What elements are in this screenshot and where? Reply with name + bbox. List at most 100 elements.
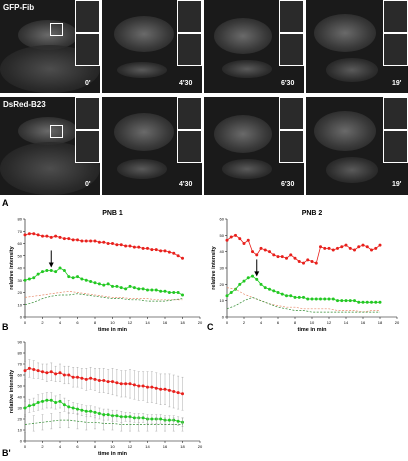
y-tick-label: 50	[220, 233, 225, 238]
data-point-green	[106, 413, 110, 417]
y-tick-label: 60	[220, 217, 225, 222]
x-tick-label: 12	[327, 320, 332, 325]
data-point-red	[97, 240, 101, 244]
data-point-red	[229, 235, 233, 239]
data-point-green	[353, 299, 356, 303]
x-tick-label: 2	[41, 444, 44, 449]
data-point-red	[289, 253, 293, 257]
data-point-green	[49, 268, 53, 272]
data-point-red	[45, 234, 49, 238]
channel-label-dsred: DsRed-B23	[3, 100, 46, 109]
inset-bottom	[177, 33, 202, 66]
x-tick-label: 10	[310, 320, 315, 325]
data-point-red	[128, 244, 132, 248]
x-tick-label: 14	[145, 444, 150, 449]
data-point-green	[119, 286, 123, 290]
x-tick-label: 20	[198, 444, 203, 449]
y-tick-label: 40	[220, 249, 225, 254]
data-point-green	[357, 300, 361, 304]
series-line-red	[24, 233, 183, 259]
data-point-green	[159, 289, 163, 293]
data-point-green	[268, 287, 271, 291]
inset-top	[279, 0, 304, 33]
data-point-red	[150, 385, 154, 389]
data-point-green	[323, 297, 327, 301]
x-axis-label: time in min	[98, 327, 128, 333]
data-point-green	[374, 300, 378, 304]
inset-top	[383, 97, 408, 130]
data-point-green	[181, 293, 184, 297]
series-line-green_dark	[226, 297, 380, 313]
data-point-green	[102, 283, 106, 287]
tile-gfp-1: 4'30	[102, 0, 202, 93]
series-line-red_light	[226, 287, 380, 313]
data-point-green	[93, 410, 97, 414]
data-point-red	[234, 233, 237, 237]
data-point-red	[280, 255, 284, 259]
time-label: 0'	[85, 80, 91, 87]
x-tick-label: 12	[128, 320, 133, 325]
panel-label-bprime: B'	[2, 448, 11, 458]
y-tick-label: 50	[18, 253, 23, 258]
data-point-green	[289, 294, 293, 298]
data-point-green	[255, 277, 259, 281]
data-point-green	[45, 398, 49, 402]
data-point-red	[159, 249, 163, 253]
time-label: 19'	[392, 181, 402, 188]
data-point-red	[370, 248, 373, 252]
data-point-green	[124, 287, 128, 291]
inset-bottom	[75, 33, 100, 66]
data-point-green	[84, 409, 88, 413]
x-tick-label: 6	[76, 444, 79, 449]
x-tick-label: 6	[76, 320, 79, 325]
data-point-green	[285, 294, 288, 298]
x-tick-label: 4	[59, 320, 62, 325]
data-point-green	[119, 415, 123, 419]
data-point-red	[93, 239, 97, 243]
data-point-red	[167, 388, 171, 392]
data-point-green	[246, 276, 250, 280]
data-point-green	[58, 399, 62, 403]
data-point-red	[71, 375, 75, 379]
data-point-red	[27, 366, 31, 370]
data-point-green	[76, 407, 79, 411]
chart-average: 0 10 20 30 40 50 60 70 80 90 0 2 4 6 8 10 12 14 16 18 20 time…	[9, 340, 203, 458]
data-point-red	[32, 368, 36, 371]
data-point-green	[89, 279, 93, 283]
data-point-green	[280, 292, 284, 296]
time-label: 6'30	[281, 80, 295, 87]
data-point-green	[137, 287, 141, 291]
data-point-green	[32, 276, 36, 280]
data-point-red	[45, 371, 49, 375]
data-point-green	[132, 416, 136, 420]
x-tick-label: 0	[226, 320, 229, 325]
x-axis-label: time in min	[98, 451, 128, 457]
channel-label-gfp: GFP-Fib	[3, 3, 35, 12]
data-point-green	[115, 414, 119, 418]
x-tick-label: 18	[180, 444, 185, 449]
data-point-red	[137, 384, 141, 388]
time-label: 19'	[392, 80, 402, 87]
data-point-green	[310, 297, 314, 301]
y-tick-label: 0	[20, 439, 23, 444]
data-point-green	[150, 288, 154, 292]
data-point-red	[302, 261, 305, 265]
tile-dsred-2: 6'30	[204, 97, 304, 195]
y-tick-label: 90	[18, 340, 23, 345]
data-point-red	[172, 390, 176, 393]
data-point-red	[225, 238, 229, 242]
data-point-red	[141, 384, 145, 388]
data-point-green	[302, 295, 305, 299]
data-point-red	[353, 248, 356, 252]
data-point-red	[71, 238, 75, 242]
data-point-green	[319, 297, 322, 301]
x-tick-label: 8	[94, 320, 97, 325]
data-point-red	[238, 237, 242, 241]
data-point-red	[106, 380, 110, 384]
data-point-red	[49, 235, 53, 239]
data-point-red	[167, 250, 171, 254]
inset-top	[75, 97, 100, 130]
data-point-red	[306, 258, 310, 262]
data-point-red	[119, 243, 123, 247]
data-point-red	[259, 246, 263, 250]
